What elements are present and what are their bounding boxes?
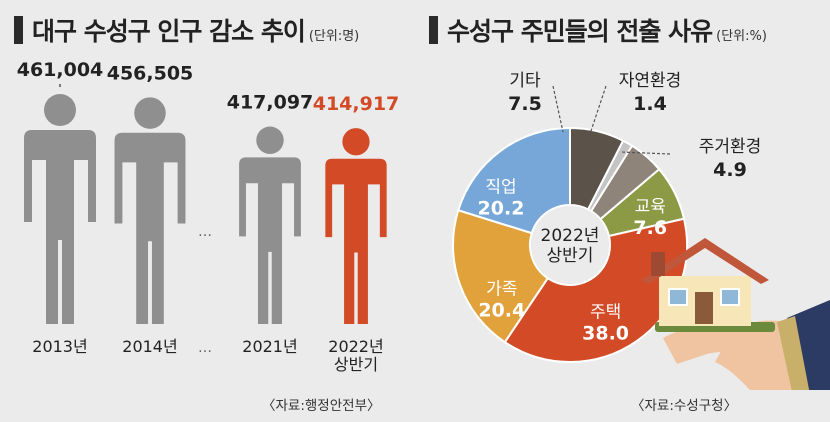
slice-value: 38.0 xyxy=(582,322,629,344)
slice-value: 1.4 xyxy=(633,93,667,115)
population-chart: 461,004 2013년 456,505 2014년 417,097 2021년 414,… xyxy=(17,59,400,374)
ellipsis-axis: … xyxy=(198,340,212,356)
slice-value: 20.2 xyxy=(478,198,525,220)
leader-line xyxy=(619,151,671,155)
center-label-period: 상반기 xyxy=(547,246,594,266)
reasons-unit: (단위:%) xyxy=(716,29,767,44)
population-source: 〈자료:행정안전부〉 xyxy=(262,398,381,414)
slice-label: 자연환경 xyxy=(619,71,682,91)
slice-value: 7.5 xyxy=(508,93,542,115)
slice-label: 직업 xyxy=(485,178,516,198)
slice-label: 주거환경 xyxy=(699,137,762,157)
population-title-row: 대구 수성구 인구 감소 추이 (단위:명) xyxy=(14,12,359,48)
pie-slices xyxy=(452,126,688,363)
population-title: 대구 수성구 인구 감소 추이 xyxy=(32,17,306,46)
population-x-label: 2022년 xyxy=(328,337,383,356)
hand-illustration xyxy=(663,300,830,390)
pie-slice xyxy=(457,126,571,235)
center-label-year: 2022년 xyxy=(541,226,600,246)
pie-slice xyxy=(452,208,550,344)
slice-value: 20.4 xyxy=(478,299,525,321)
reasons-chart: 기타7.5자연환경1.4주거환경4.9교육7.6주택38.0가족20.4직업20… xyxy=(452,71,830,390)
person-figure xyxy=(114,97,186,324)
population-x-label: 2014년 xyxy=(122,337,177,356)
house-illustration xyxy=(641,238,775,332)
title-marker xyxy=(14,16,23,44)
population-value-label: 456,505 xyxy=(107,62,194,84)
person-figure xyxy=(325,128,387,324)
reasons-source: 〈자료:수성구청〉 xyxy=(631,398,738,414)
population-x-label: 2021년 xyxy=(242,337,297,356)
leader-line xyxy=(552,85,564,133)
slice-value: 7.6 xyxy=(633,217,667,239)
population-value-label: 461,004 xyxy=(17,59,104,81)
slice-label: 주택 xyxy=(590,302,621,322)
leader-line xyxy=(589,85,607,135)
reasons-title: 수성구 주민들의 전출 사유 xyxy=(447,17,713,46)
slice-label: 가족 xyxy=(486,279,517,299)
slice-label: 기타 xyxy=(509,71,541,91)
slice-value: 4.9 xyxy=(713,159,747,181)
reasons-panel: 수성구 주민들의 전출 사유 (단위:%) 기타 7.5 자연환경 1.4 주거환경 4.… xyxy=(415,0,830,422)
person-figure xyxy=(24,94,96,324)
slice-label: 교육 xyxy=(635,197,666,217)
population-unit: (단위:명) xyxy=(308,29,360,44)
population-panel: 대구 수성구 인구 감소 추이 (단위:명) 461,004 2013년 456,5… xyxy=(14,12,400,414)
population-value-label: 417,097 xyxy=(227,92,314,114)
reasons-title-row: 수성구 주민들의 전출 사유 (단위:%) xyxy=(429,12,767,48)
population-x-label: 상반기 xyxy=(334,355,378,374)
person-figure xyxy=(239,126,301,324)
title-marker xyxy=(429,16,438,44)
ellipsis-mid: … xyxy=(198,224,212,240)
pie-center xyxy=(531,206,609,284)
population-x-label: 2013년 xyxy=(32,337,87,356)
population-value-label: 414,917 xyxy=(313,93,400,115)
